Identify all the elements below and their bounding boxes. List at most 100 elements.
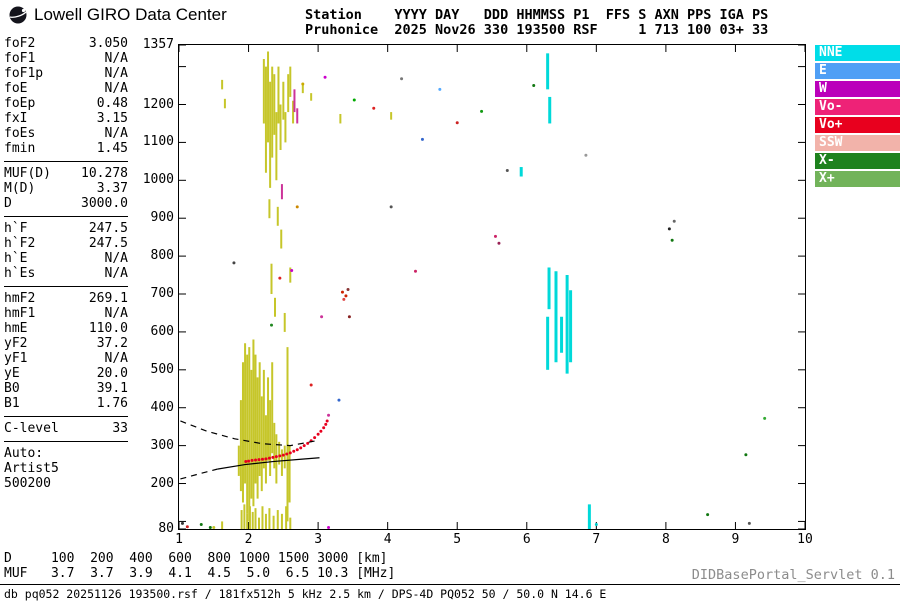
param-label: foE <box>4 81 28 96</box>
y-tick-label: 1000 <box>142 172 174 188</box>
y-tick-label: 500 <box>150 361 174 377</box>
param-row: B1 1.76 <box>4 396 128 411</box>
series-model-trace-upper-dashed <box>180 420 315 447</box>
param-value: 3.15 <box>96 111 128 126</box>
param-divider <box>4 441 128 442</box>
legend-item-E: E <box>815 63 900 79</box>
param-label: fxI <box>4 111 28 126</box>
param-label: h`F <box>4 221 28 236</box>
ionogram-plot <box>179 45 805 529</box>
status-line: db pq052 20251126 193500.rsf / 181fx512h… <box>4 587 607 601</box>
param-row: yF1 N/A <box>4 351 128 366</box>
param-divider <box>4 286 128 287</box>
param-value: 3.37 <box>96 181 128 196</box>
param-value: 247.5 <box>88 221 128 236</box>
y-tick-label: 300 <box>150 437 174 453</box>
x-tick-label: 5 <box>453 532 462 547</box>
series-pink-oblique-echoes <box>280 89 299 200</box>
legend-item-X-: X- <box>815 153 900 169</box>
x-tick-label: 9 <box>731 532 740 547</box>
param-value: N/A <box>104 81 128 96</box>
series-model-trace-lower-dashed <box>180 468 218 480</box>
muf-row: MUF 3.7 3.7 3.9 4.1 4.5 5.0 6.5 10.3 [MH… <box>4 566 396 581</box>
param-row: MUF(D) 10.278 <box>4 166 128 181</box>
param-label: M(D) <box>4 181 36 196</box>
param-row: hmF1 N/A <box>4 306 128 321</box>
legend-item-Vo+: Vo+ <box>815 117 900 133</box>
brand: Lowell GIRO Data Center <box>8 5 227 25</box>
param-divider <box>4 216 128 217</box>
param-row: foF1p N/A <box>4 66 128 81</box>
param-row: M(D) 3.37 <box>4 181 128 196</box>
auto-label: Auto: <box>4 446 44 461</box>
y-tick-label: 1200 <box>142 96 174 112</box>
param-divider <box>4 416 128 417</box>
param-value: 20.0 <box>96 366 128 381</box>
param-label: foEs <box>4 126 36 141</box>
param-label: C-level <box>4 421 59 436</box>
param-value: 1.45 <box>96 141 128 156</box>
param-value: N/A <box>104 251 128 266</box>
param-row: B0 39.1 <box>4 381 128 396</box>
series-model-trace-solid <box>217 457 320 470</box>
param-label: yE <box>4 366 20 381</box>
y-tick-label: 80 <box>158 521 174 536</box>
param-row: D 3000.0 <box>4 196 128 211</box>
y-tick-label: 400 <box>150 399 174 415</box>
param-row: yF2 37.2 <box>4 336 128 351</box>
header-field-names: Station YYYY DAY DDD HHMMSS P1 FFS S AXN… <box>305 7 769 23</box>
x-tick-label: 7 <box>592 532 601 547</box>
param-value: 37.2 <box>96 336 128 351</box>
legend-item-Vo-: Vo- <box>815 99 900 115</box>
param-label: yF1 <box>4 351 28 366</box>
param-label: h`Es <box>4 266 36 281</box>
footer-divider <box>0 584 900 585</box>
brand-title: Lowell GIRO Data Center <box>34 5 227 24</box>
y-tick-label: 200 <box>150 475 174 491</box>
x-tick-label: 4 <box>383 532 392 547</box>
auto-value: Artist5 <box>4 461 59 476</box>
param-label: hmF2 <box>4 291 36 306</box>
x-tick-label: 2 <box>244 532 253 547</box>
param-label: yF2 <box>4 336 28 351</box>
param-label: h`F2 <box>4 236 36 251</box>
y-tick-label: 1357 <box>142 37 174 52</box>
x-tick-label: 1 <box>175 532 183 547</box>
series-o-mode-f-trace <box>244 419 329 464</box>
y-tick-label: 600 <box>150 323 174 339</box>
legend-item-X+: X+ <box>815 171 900 187</box>
param-label: foF2 <box>4 36 36 51</box>
param-row: hmE 110.0 <box>4 321 128 336</box>
param-value: N/A <box>104 266 128 281</box>
param-value: N/A <box>104 51 128 66</box>
param-panel: foF2 3.050 foF1 N/A foF1p N/A foE N/A foEp 0.48 fx… <box>4 36 128 491</box>
param-label: hmE <box>4 321 28 336</box>
param-value: N/A <box>104 66 128 81</box>
ionogram-plot-frame <box>178 44 806 530</box>
param-row: foF2 3.050 <box>4 36 128 51</box>
param-row: foEp 0.48 <box>4 96 128 111</box>
y-tick-label: 1100 <box>142 134 174 150</box>
param-value: 247.5 <box>88 236 128 251</box>
param-label: fmin <box>4 141 36 156</box>
legend-item-W: W <box>815 81 900 97</box>
param-row: h`F 247.5 <box>4 221 128 236</box>
param-label: B0 <box>4 381 20 396</box>
param-row: foF1 N/A <box>4 51 128 66</box>
param-divider <box>4 161 128 162</box>
param-label: h`E <box>4 251 28 266</box>
param-row: h`F2 247.5 <box>4 236 128 251</box>
param-value: 10.278 <box>81 166 128 181</box>
param-value: 269.1 <box>88 291 128 306</box>
x-tick-label: 10 <box>797 532 813 547</box>
y-tick-label: 800 <box>150 248 174 264</box>
servlet-version: DIDBasePortal_Servlet 0.1 <box>691 567 895 583</box>
x-tick-label: 6 <box>522 532 531 547</box>
giro-logo-icon <box>9 6 27 24</box>
param-value: 3.050 <box>88 36 128 51</box>
param-row: h`E N/A <box>4 251 128 266</box>
param-value: 33 <box>112 421 128 436</box>
param-value: N/A <box>104 306 128 321</box>
param-label: foF1 <box>4 51 36 66</box>
series-spread-f-echoes <box>221 51 393 529</box>
